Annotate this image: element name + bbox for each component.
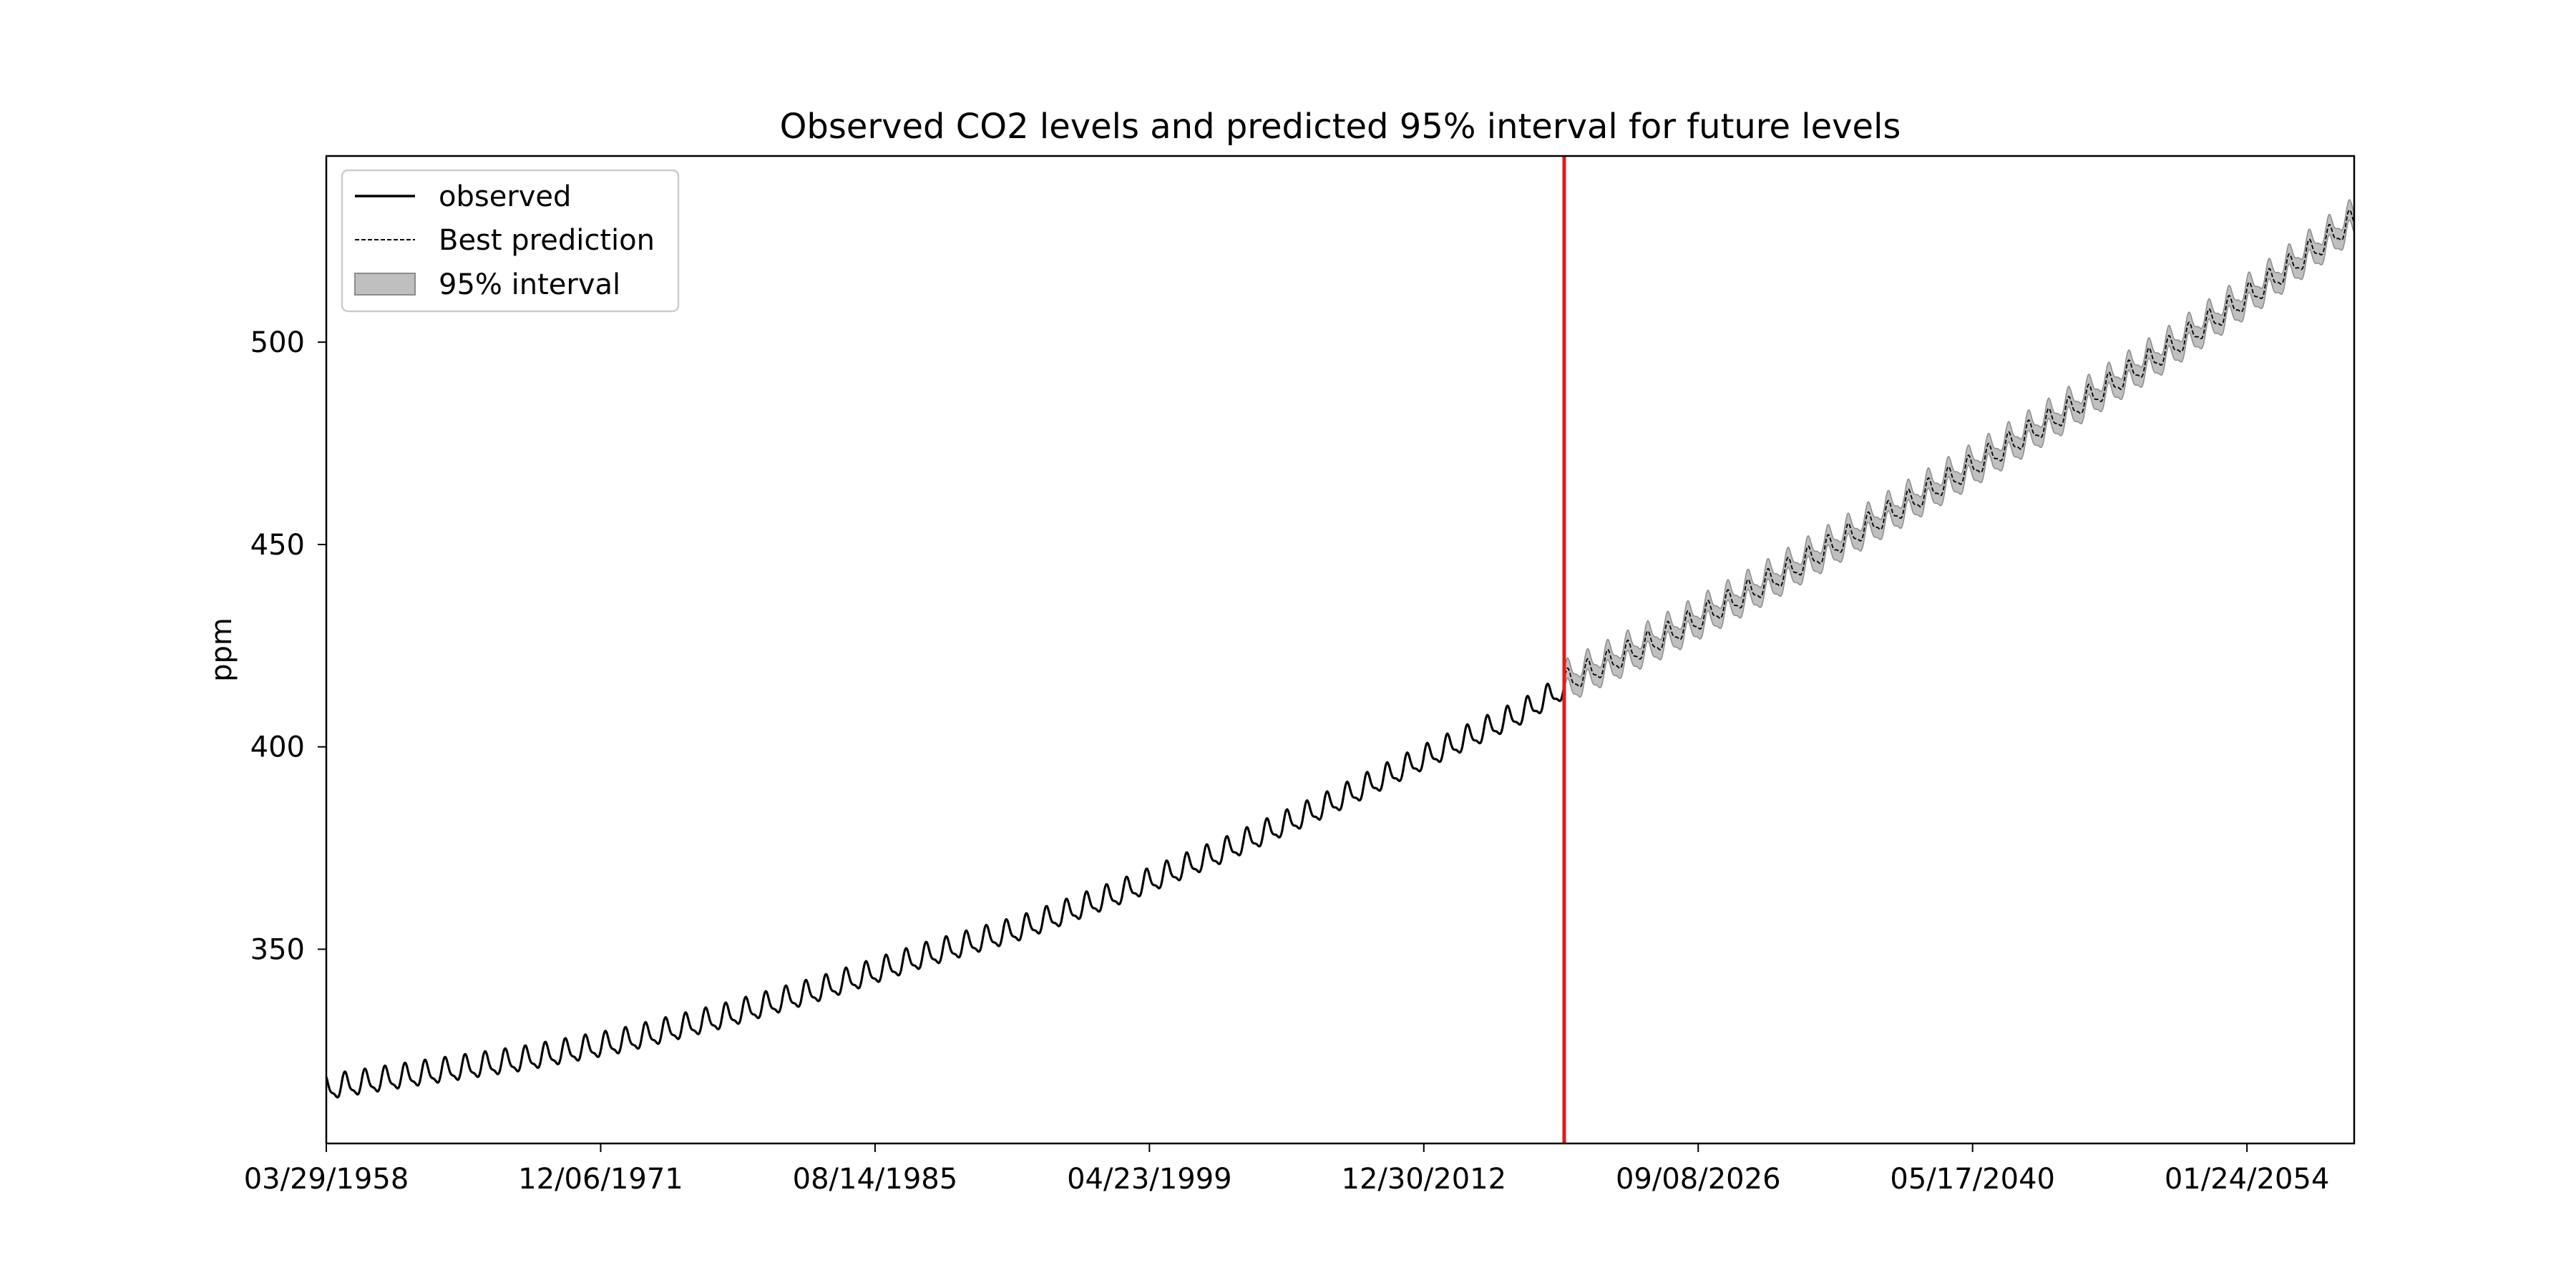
legend: observed Best prediction 95% interval xyxy=(341,169,680,313)
y-tick-label: 450 xyxy=(250,529,305,562)
legend-interval-swatch xyxy=(354,273,416,296)
plot-area xyxy=(326,156,2354,1143)
y-tick-layer: 350 400 450 500 xyxy=(250,326,326,967)
x-tick-label: 12/06/1971 xyxy=(518,1163,683,1196)
observed-line xyxy=(325,683,1566,1099)
y-axis-label: ppm xyxy=(205,618,238,682)
y-tick-label: 500 xyxy=(250,326,305,359)
legend-prediction-label: Best prediction xyxy=(439,224,655,257)
x-tick-label: 03/29/1958 xyxy=(244,1163,409,1196)
x-tick-label: 12/30/2012 xyxy=(1342,1163,1507,1196)
axes-frame xyxy=(325,155,2356,1145)
series-line-layer xyxy=(325,209,2355,1099)
chart-title: Observed CO2 levels and predicted 95% in… xyxy=(780,107,1901,147)
x-tick-label: 01/24/2054 xyxy=(2165,1163,2330,1196)
x-tick-label: 04/23/1999 xyxy=(1067,1163,1232,1196)
x-tick-label: 05/17/2040 xyxy=(1890,1163,2055,1196)
legend-interval-label: 95% interval xyxy=(439,268,620,301)
best-prediction-line xyxy=(1563,209,2355,688)
x-tick-label: 08/14/1985 xyxy=(793,1163,958,1196)
y-tick-label: 400 xyxy=(250,731,305,764)
x-tick-label: 09/08/2026 xyxy=(1616,1163,1781,1196)
legend-observed-label: observed xyxy=(439,180,571,213)
y-tick-label: 350 xyxy=(250,934,305,967)
legend-box xyxy=(341,169,680,313)
x-tick-layer: 03/29/1958 12/06/1971 08/14/1985 04/23/1999… xyxy=(244,1143,2330,1196)
